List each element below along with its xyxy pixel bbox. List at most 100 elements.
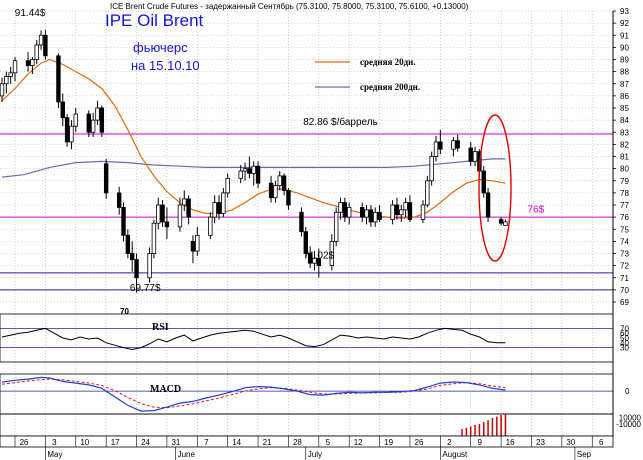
candle-68 (407, 195, 413, 222)
candle-body-17 (99, 107, 105, 133)
rsi-tick-label-50: 50 (620, 334, 629, 343)
chart-subtitle-line-2: на 15.10.10 (131, 58, 200, 73)
candle-50 (303, 226, 308, 259)
candle-49 (299, 207, 304, 237)
candle-body-22 (129, 253, 135, 260)
rsi-top-label: 70 (120, 307, 129, 316)
candle-body-80 (485, 192, 491, 218)
candle-body-68 (407, 202, 413, 220)
candle-body-62 (373, 211, 378, 223)
rsi-tick-label-30: 30 (620, 344, 629, 353)
candle-48 (286, 188, 291, 210)
candle-body-15 (90, 119, 96, 133)
candle-62 (373, 207, 378, 227)
candle-body-76 (468, 147, 473, 162)
y-tick-label-88: 88 (620, 68, 629, 77)
candle-72 (433, 135, 439, 162)
candle-body-9 (56, 55, 61, 103)
candle-30 (182, 190, 187, 212)
x-tick-label-12: 19 (384, 438, 393, 447)
candle-37 (221, 188, 226, 218)
candle-body-36 (216, 202, 222, 214)
y-tick-label-77: 77 (620, 201, 629, 210)
date-axis-box (0, 435, 614, 448)
x-tick-label-1: 3 (52, 438, 57, 447)
candle-body-77 (472, 151, 478, 162)
candle-4 (25, 52, 31, 72)
macd-signal-line (1, 378, 506, 409)
candle-body-63 (377, 211, 382, 220)
x-tick-label-17: 23 (536, 438, 545, 447)
x-tick-label-9: 28 (293, 438, 302, 447)
x-tick-label-6: 7 (204, 438, 209, 447)
candle-body-14 (86, 113, 91, 133)
candle-38 (225, 173, 230, 198)
candle-body-41 (247, 168, 252, 174)
x-tick-label-0: 26 (20, 438, 29, 447)
x-tick-label-14: 2 (447, 438, 452, 447)
month-label-3: August (442, 450, 468, 459)
candle-body-23 (134, 259, 139, 279)
candle-43 (255, 161, 261, 189)
candle-3 (12, 57, 18, 82)
candle-11 (64, 114, 70, 147)
candle-45 (273, 180, 278, 203)
y-tick-label-85: 85 (620, 104, 629, 113)
candle-body-11 (64, 117, 70, 143)
candle-56 (338, 197, 343, 220)
rsi-tick-label-60: 60 (620, 329, 629, 338)
candle-5 (30, 57, 35, 75)
candle-body-45 (273, 185, 278, 199)
x-tick-label-18: 30 (566, 438, 575, 447)
candle-body-5 (30, 59, 35, 66)
candle-29 (177, 197, 183, 232)
candle-body-13 (73, 113, 78, 127)
candle-body-56 (338, 202, 343, 213)
candle-body-31 (186, 198, 191, 218)
candle-body-27 (160, 204, 165, 223)
legend-label-ma200: средняя 200дн. (360, 82, 420, 92)
x-tick-label-7: 14 (232, 438, 241, 447)
x-tick-label-19: 6 (599, 438, 604, 447)
candle-body-69 (420, 204, 426, 220)
y-tick-label-93: 93 (620, 7, 629, 16)
candle-47 (281, 173, 287, 196)
candle-19 (116, 186, 122, 215)
y-tick-label-90: 90 (620, 43, 629, 52)
candle-body-71 (429, 156, 434, 182)
candle-body-52 (312, 257, 317, 264)
y-tick-label-75: 75 (620, 225, 629, 234)
x-tick-label-8: 21 (263, 438, 272, 447)
y-tick-label-74: 74 (620, 237, 629, 246)
candle-44 (268, 175, 274, 203)
chart-header: ICE Brent Crude Futures - задержанный Се… (110, 2, 469, 11)
x-tick-label-4: 24 (141, 438, 150, 447)
axes: 6970717273747576777879808182838485868788… (0, 7, 642, 460)
candle-39 (238, 164, 243, 184)
rsi-label: RSI (152, 322, 169, 333)
candle-body-26 (156, 204, 161, 224)
candle-body-55 (333, 211, 339, 242)
candle-body-19 (116, 192, 122, 208)
candle-2 (8, 66, 13, 84)
candle-51 (307, 246, 313, 269)
candle-body-82 (503, 221, 508, 226)
candle-body-54 (329, 240, 335, 267)
candle-24 (147, 247, 152, 283)
candle-10 (60, 93, 65, 127)
candle-12 (69, 120, 74, 150)
candle-body-75 (455, 140, 460, 149)
candle-body-30 (182, 198, 187, 206)
candle-55 (333, 207, 339, 247)
candle-body-34 (208, 216, 213, 236)
candle-body-12 (69, 125, 74, 143)
candle-body-74 (451, 140, 456, 150)
y-tick-label-72: 72 (620, 262, 629, 271)
candle-67 (403, 197, 408, 218)
candle-41 (247, 156, 252, 179)
candle-40 (242, 162, 248, 181)
candle-64 (390, 200, 395, 225)
annotation-0: 91.44$ (15, 8, 46, 19)
candle-33 (195, 226, 200, 256)
candle-18 (103, 158, 109, 199)
